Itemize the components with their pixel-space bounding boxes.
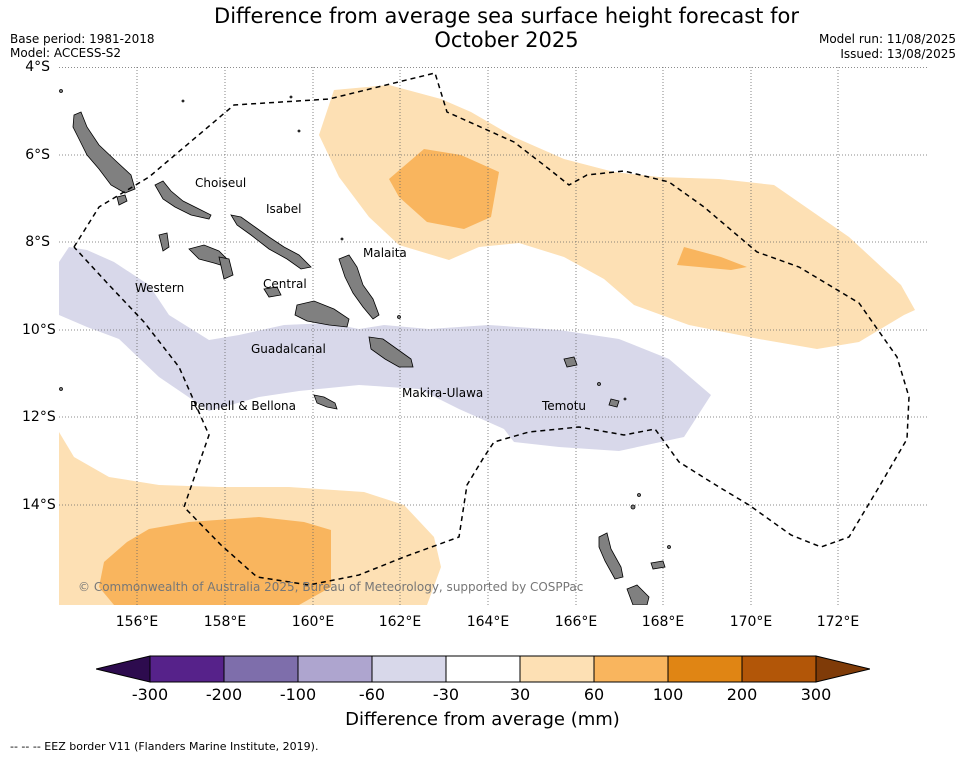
- island-central-group: [263, 286, 282, 298]
- island-vanuatu-north-2: [626, 584, 650, 605]
- colorbar-bin-8: [741, 655, 817, 683]
- land-masses: [59, 89, 671, 605]
- title-line-1: Difference from average sea surface heig…: [214, 4, 799, 28]
- lat-label-12s: 12°S: [22, 409, 56, 425]
- colorbar-tick-3: -60: [358, 685, 386, 704]
- island-santa-cruz: [563, 356, 578, 368]
- map-panel: Choiseul Isabel Malaita Western Central …: [59, 67, 927, 605]
- island-vanuatu-north-1: [598, 532, 624, 580]
- province-label-makira-ulawa: Makira-Ulawa: [402, 386, 483, 400]
- colorbar-tick-1: -200: [205, 685, 243, 704]
- colorbar-tick-2: -100: [279, 685, 317, 704]
- colorbar-bin-3: [371, 655, 447, 683]
- graticule: [59, 67, 927, 605]
- lat-label-10s: 10°S: [22, 322, 56, 338]
- island-choiseul: [72, 111, 136, 194]
- island-guadalcanal: [294, 300, 350, 328]
- colorbar-bin-0: [149, 655, 225, 683]
- colorbar-tick-5: 30: [509, 685, 531, 704]
- lon-label-162e: 162°E: [378, 614, 422, 630]
- colorbar-extend-low: [96, 655, 151, 683]
- positive-anomaly-north-core: [389, 149, 499, 229]
- colorbar-bin-1: [223, 655, 299, 683]
- island-vella-lavella: [116, 194, 128, 206]
- base-period-text: Base period: 1981-2018: [10, 32, 155, 46]
- model-run-text: Model run: 11/08/2025: [818, 32, 956, 46]
- colorbar: [96, 655, 870, 683]
- island-makira: [368, 336, 414, 368]
- province-labels: Choiseul Isabel Malaita Western Central …: [135, 176, 586, 413]
- colorbar-tick-6: 60: [583, 685, 605, 704]
- colorbar-bin-7: [667, 655, 743, 683]
- island-rendova: [158, 232, 170, 252]
- lon-label-156e: 156°E: [115, 614, 159, 630]
- colorbar-boxes: [149, 655, 817, 683]
- title-line-2: October 2025: [434, 28, 579, 52]
- model-text: Model: ACCESS-S2: [10, 46, 122, 60]
- province-label-guadalcanal: Guadalcanal: [251, 342, 326, 356]
- lon-label-170e: 170°E: [729, 614, 773, 630]
- colorbar-bin-6: [593, 655, 669, 683]
- island-florida: [218, 256, 234, 280]
- lon-label-160e: 160°E: [291, 614, 335, 630]
- lon-label-158e: 158°E: [203, 614, 247, 630]
- issued-text: Issued: 13/08/2025: [840, 47, 956, 61]
- province-label-central: Central: [263, 277, 307, 291]
- eez-legend-note: -- -- -- EEZ border V11 (Flanders Marine…: [10, 740, 319, 753]
- island-vanikoro: [608, 398, 620, 408]
- island-new-georgia-north: [154, 180, 212, 220]
- colorbar-tick-4: -30: [432, 685, 460, 704]
- province-label-isabel: Isabel: [266, 202, 301, 216]
- island-santa-isabel: [230, 214, 312, 270]
- island-malaita: [338, 254, 380, 320]
- province-label-choiseul: Choiseul: [195, 176, 246, 190]
- colorbar-tick-9: 300: [800, 685, 832, 704]
- lat-label-4s: 4°S: [25, 59, 50, 75]
- lon-label-166e: 166°E: [554, 614, 598, 630]
- colorbar-tick-8: 200: [726, 685, 758, 704]
- island-rennell: [313, 394, 338, 410]
- lat-label-8s: 8°S: [25, 234, 50, 250]
- colorbar-bin-4: [445, 655, 521, 683]
- colorbar-extend-high: [815, 655, 870, 683]
- province-label-malaita: Malaita: [363, 246, 407, 260]
- colorbar-tick-0: -300: [131, 685, 169, 704]
- province-label-rennell-bellona: Rennell & Bellona: [190, 399, 296, 413]
- lon-label-172e: 172°E: [816, 614, 860, 630]
- map-title: Difference from average sea surface heig…: [0, 4, 965, 52]
- lon-label-168e: 168°E: [641, 614, 685, 630]
- positive-anomaly-south-core: [99, 517, 331, 605]
- colorbar-bin-2: [297, 655, 373, 683]
- colorbar-tick-7: 100: [652, 685, 684, 704]
- eez-border-solomon: [73, 72, 910, 586]
- copyright-text: © Commonwealth of Australia 2025, Bureau…: [78, 580, 584, 594]
- positive-anomaly-east-core: [677, 247, 747, 270]
- colorbar-bin-5: [519, 655, 595, 683]
- lon-label-164e: 164°E: [466, 614, 510, 630]
- positive-anomaly-north: [319, 85, 915, 349]
- island-vanuatu-east: [650, 560, 666, 570]
- province-label-temotu: Temotu: [541, 399, 586, 413]
- province-label-western: Western: [135, 281, 184, 295]
- lat-label-14s: 14°S: [22, 497, 56, 513]
- colorbar-title: Difference from average (mm): [345, 709, 620, 730]
- lat-label-6s: 6°S: [25, 147, 50, 163]
